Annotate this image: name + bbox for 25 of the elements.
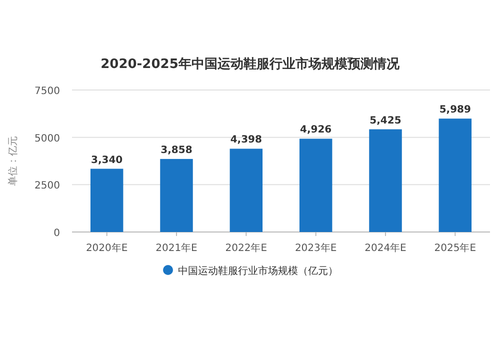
y-tick-label: 7500 bbox=[34, 86, 60, 97]
data-label: 3,858 bbox=[160, 144, 192, 156]
chart-title: 2020-2025年中国运动鞋服行业市场规模预测情况 bbox=[100, 56, 400, 72]
data-label: 5,989 bbox=[439, 104, 472, 116]
y-tick-label: 0 bbox=[54, 228, 60, 239]
x-tick-label: 2023年E bbox=[294, 242, 337, 254]
data-label: 5,425 bbox=[370, 115, 402, 126]
x-tick-label: 2025年E bbox=[434, 242, 476, 254]
bar bbox=[160, 158, 193, 232]
legend-label: 中国运动鞋服行业市场规模（亿元） bbox=[178, 265, 338, 277]
data-label: 3,340 bbox=[91, 154, 123, 166]
data-label: 4,926 bbox=[300, 124, 332, 136]
bar bbox=[230, 148, 263, 232]
bar bbox=[299, 138, 332, 232]
y-tick-label: 5000 bbox=[34, 133, 60, 144]
bar bbox=[438, 118, 472, 232]
x-tick-label: 2021年E bbox=[156, 242, 198, 254]
data-label: 4,398 bbox=[230, 134, 262, 146]
y-tick-label: 2500 bbox=[34, 180, 60, 192]
x-tick-label: 2020年E bbox=[86, 242, 128, 254]
bar bbox=[90, 168, 124, 232]
x-tick-label: 2022年E bbox=[225, 242, 268, 254]
y-axis-title: 单位：亿元 bbox=[7, 136, 19, 186]
x-tick-label: 2024年E bbox=[364, 242, 406, 254]
bar bbox=[369, 129, 402, 232]
